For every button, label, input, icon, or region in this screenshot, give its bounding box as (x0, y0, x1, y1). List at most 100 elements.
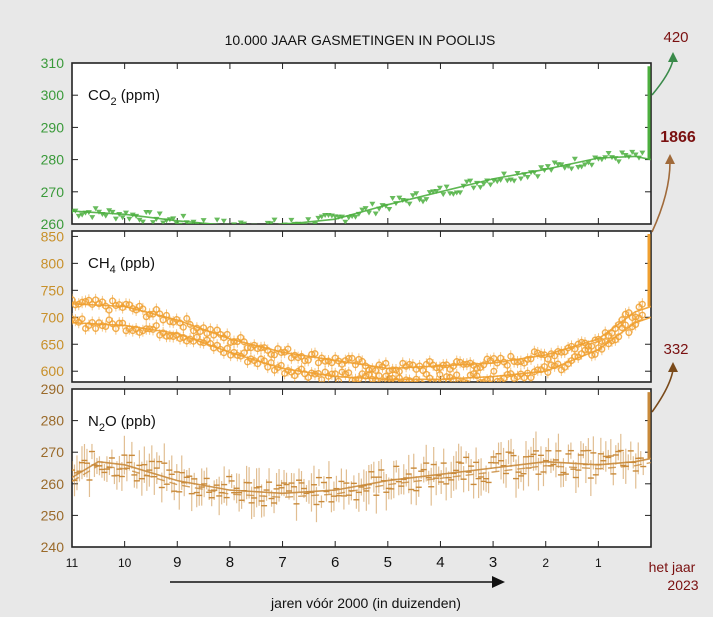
data-point (457, 190, 464, 196)
data-point (116, 212, 123, 218)
data-point (531, 170, 538, 176)
data-point (534, 174, 541, 180)
data-point (79, 212, 86, 218)
data-point (271, 217, 278, 223)
data-point (426, 190, 433, 196)
data-point (237, 220, 244, 224)
x-tick-label: 2 (542, 556, 549, 570)
data-point (588, 162, 595, 168)
data-point (632, 152, 639, 158)
data-layer (72, 66, 651, 230)
y-tick-label: 270 (41, 184, 65, 200)
data-point (622, 152, 629, 158)
data-point (72, 315, 76, 323)
ch4-panel: 850 800 750 700 650 600 CH4 (ppb) (41, 228, 652, 383)
data-point (544, 164, 551, 170)
data-point (119, 215, 126, 221)
data-point (484, 178, 491, 184)
data-point (261, 223, 268, 224)
data-point (416, 197, 423, 203)
data-point (308, 223, 315, 224)
data-point (548, 167, 555, 173)
x-tick-label: 8 (226, 554, 234, 571)
data-point (565, 164, 572, 170)
y-tick-label: 290 (41, 119, 65, 135)
data-point (342, 219, 349, 224)
data-point (443, 184, 450, 190)
data-point (585, 160, 592, 166)
data-layer (72, 392, 651, 523)
x-tick-label: 4 (436, 554, 444, 571)
data-point (318, 214, 325, 220)
data-point (126, 216, 133, 222)
data-point (376, 206, 383, 212)
data-point (355, 211, 362, 217)
data-point (467, 178, 474, 184)
data-point (629, 149, 636, 155)
data-point (389, 195, 396, 201)
n2o-panel: 290 280 270 260 250 240 N2O (ppb) (41, 381, 652, 555)
data-point (85, 210, 92, 216)
data-point (369, 201, 376, 207)
data-point (284, 222, 291, 224)
y-tick-label: 750 (41, 282, 65, 298)
panel-label: N2O (ppb) (88, 413, 156, 434)
data-point (460, 183, 467, 189)
data-point (382, 203, 389, 209)
n2o-modern-value: 332 (663, 341, 688, 358)
y-tick-label: 270 (41, 444, 65, 460)
data-point (362, 206, 369, 212)
x-tick-label: 3 (489, 554, 497, 571)
x-tick-label: 9 (173, 554, 181, 571)
data-point (75, 213, 82, 219)
data-point (109, 209, 116, 215)
data-point (156, 211, 163, 217)
data-point (187, 222, 194, 224)
data-point (338, 214, 345, 220)
data-point (180, 213, 187, 219)
x-end-label-line2: 2023 (667, 577, 698, 593)
data-point (193, 222, 200, 224)
data-point (602, 155, 609, 161)
data-point (160, 220, 167, 224)
plot-area (71, 62, 652, 225)
data-point (234, 225, 240, 230)
co2-panel: 310 300 290 280 270 260 CO2 (ppm) (41, 55, 652, 232)
data-point (95, 209, 102, 215)
data-point (166, 217, 173, 223)
data-point (436, 185, 443, 191)
n2o-arrow-head (668, 362, 678, 372)
x-axis-label: jaren vóór 2000 (in duizenden) (270, 595, 461, 611)
x-tick-label: 5 (384, 554, 392, 571)
data-point (207, 223, 214, 224)
data-point (612, 156, 619, 162)
data-point (615, 159, 622, 165)
data-point (598, 157, 605, 163)
y-tick-label: 300 (41, 87, 65, 103)
data-point (149, 220, 156, 224)
ch4-arrow-head (665, 154, 675, 164)
data-point (514, 171, 521, 177)
data-point (197, 225, 203, 230)
x-tick-label: 10 (118, 556, 132, 570)
data-point (288, 217, 295, 223)
y-tick-label: 240 (41, 539, 65, 555)
y-tick-label: 260 (41, 216, 65, 232)
data-point (409, 193, 416, 199)
data-point (153, 216, 160, 222)
data-point (440, 192, 447, 198)
y-tick-label: 280 (41, 152, 65, 168)
data-point (521, 172, 528, 178)
y-tick-label: 800 (41, 255, 65, 271)
data-point (200, 218, 207, 224)
data-point (504, 178, 511, 184)
data-point (538, 165, 545, 171)
data-point (406, 201, 413, 207)
data-point (581, 162, 588, 168)
ch4-modern-value: 1866 (660, 129, 696, 146)
panel-label: CO2 (ppm) (88, 87, 160, 108)
data-point (176, 222, 183, 224)
data-point (89, 215, 96, 221)
